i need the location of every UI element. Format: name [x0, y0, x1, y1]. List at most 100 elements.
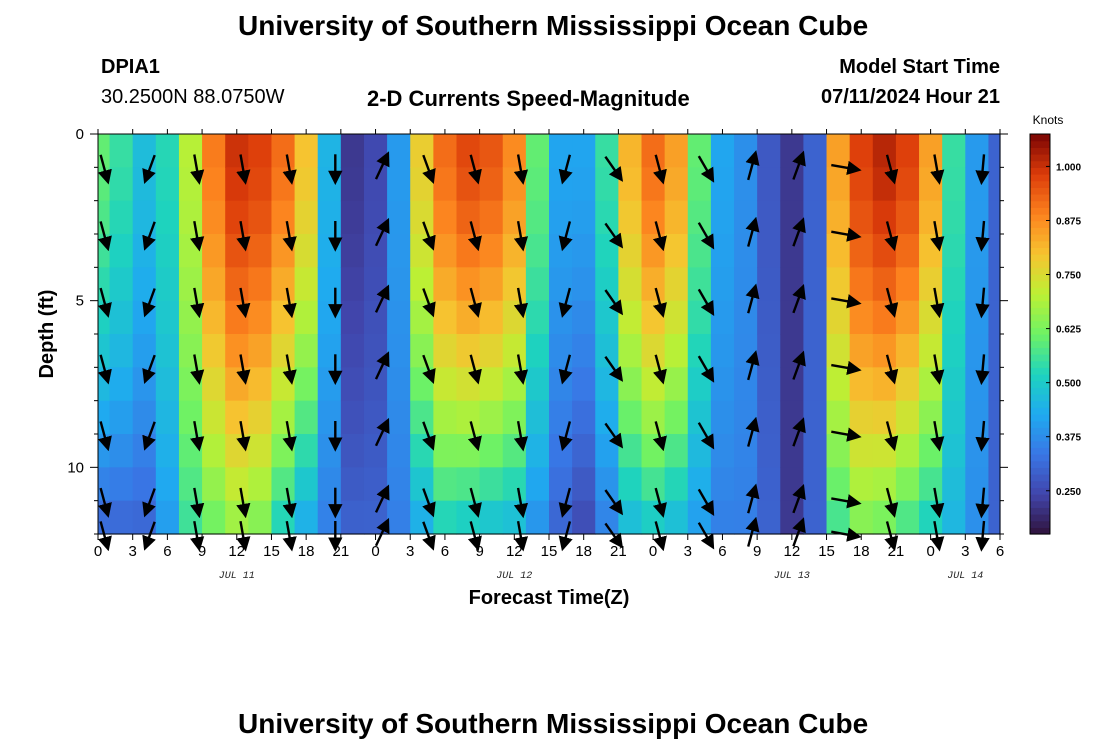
- heatmap-cell: [734, 434, 758, 468]
- heatmap-cell: [456, 400, 481, 435]
- current-vector: [792, 350, 806, 380]
- heatmap-cell: [225, 500, 249, 535]
- heatmap-cell: [502, 134, 527, 168]
- heatmap-cell: [803, 200, 828, 235]
- heatmap-cell: [178, 234, 203, 268]
- current-vector: [558, 221, 573, 252]
- heatmap-cell: [895, 167, 920, 202]
- heatmap-cell: [98, 267, 111, 302]
- heatmap-cell: [895, 467, 920, 502]
- heatmap-cell: [410, 334, 434, 368]
- heatmap-cell: [387, 500, 411, 535]
- heatmap-cell: [433, 334, 458, 368]
- heatmap-cell: [826, 134, 851, 168]
- colorbar-swatch: [1030, 407, 1050, 415]
- heatmap-cell: [919, 234, 943, 268]
- heatmap-cell: [387, 267, 411, 302]
- heatmap-cell: [387, 167, 411, 202]
- x-tick-label: 3: [961, 543, 969, 560]
- heatmap-cell: [965, 400, 990, 435]
- heatmap-cell: [710, 300, 735, 335]
- plot-title: 2-D Currents Speed-Magnitude: [367, 86, 690, 111]
- current-vector: [142, 354, 156, 385]
- heatmap-cell: [433, 234, 458, 268]
- heatmap-cell: [225, 234, 249, 268]
- heatmap-cell: [202, 500, 226, 535]
- heatmap-cell: [433, 367, 458, 402]
- colorbar-swatch: [1030, 167, 1050, 175]
- heatmap-cell: [109, 367, 134, 402]
- heatmap-cell: [433, 500, 458, 535]
- current-vector: [831, 427, 862, 442]
- heatmap-cell: [919, 134, 943, 168]
- heatmap-cell: [317, 300, 342, 335]
- heatmap-cell: [942, 200, 966, 235]
- heatmap-cell: [271, 134, 296, 168]
- heatmap-cell: [618, 200, 643, 235]
- heatmap-cell: [780, 167, 805, 202]
- heatmap-cell: [919, 500, 943, 535]
- heatmap-cell: [248, 500, 273, 535]
- current-vector: [282, 287, 297, 319]
- current-vector: [697, 288, 715, 317]
- heatmap-cell: [572, 134, 596, 168]
- x-tick-label: 15: [263, 543, 280, 560]
- heatmap-cell: [641, 300, 666, 335]
- heatmap-cell: [132, 400, 157, 435]
- heatmap-cell: [965, 434, 990, 468]
- heatmap-cell: [572, 500, 596, 535]
- current-vector: [745, 350, 760, 381]
- model-start-label: Model Start Time: [839, 56, 1000, 78]
- heatmap-cell: [641, 467, 666, 502]
- heatmap-cell: [202, 367, 226, 402]
- heatmap-cell: [479, 434, 504, 468]
- heatmap-cell: [202, 300, 226, 335]
- x-tick-label: 9: [198, 543, 206, 560]
- heatmap-cell: [710, 200, 735, 235]
- heatmap-cell: [178, 367, 203, 402]
- heatmap-cell: [919, 367, 943, 402]
- heatmap-cell: [340, 367, 365, 402]
- current-vector: [697, 155, 715, 183]
- colorbar-swatch: [1030, 414, 1050, 422]
- colorbar-frame: [1029, 133, 1051, 535]
- heatmap-cell: [895, 134, 920, 168]
- current-vector: [142, 421, 156, 451]
- current-vector: [652, 221, 667, 252]
- heatmap-cell: [595, 334, 619, 368]
- heatmap-cell: [271, 300, 296, 335]
- heatmap-cell: [433, 467, 458, 502]
- heatmap-cell: [502, 400, 527, 435]
- x-tick-label: 6: [996, 543, 1004, 560]
- heatmap-cell: [687, 134, 712, 168]
- heatmap-cell: [641, 367, 666, 402]
- heatmap-cell: [294, 167, 319, 202]
- heatmap-cell: [710, 134, 735, 168]
- current-vector: [831, 227, 862, 242]
- x-tick-label: 0: [926, 543, 934, 560]
- heatmap-cell: [271, 500, 296, 535]
- colorbar-swatch: [1030, 207, 1050, 215]
- heatmap-cell: [456, 300, 481, 335]
- heatmap-cell: [456, 367, 481, 402]
- colorbar-swatch: [1030, 347, 1050, 355]
- current-vector: [604, 289, 624, 316]
- heatmap-cell: [109, 267, 134, 302]
- heatmap-cell: [965, 267, 990, 302]
- heatmap-cell: [618, 267, 643, 302]
- heatmap-cell: [479, 234, 504, 268]
- current-vector: [884, 421, 899, 452]
- heatmap-cell: [734, 400, 758, 435]
- heatmap-cell: [98, 434, 111, 468]
- heatmap-cell: [826, 200, 851, 235]
- heatmap-cell: [687, 267, 712, 302]
- x-axis-title: Forecast Time(Z): [469, 587, 630, 609]
- heatmap-cell: [549, 300, 573, 335]
- current-vector: [513, 154, 529, 185]
- current-vector: [792, 483, 806, 514]
- heatmap-cell: [572, 167, 596, 202]
- speed-heatmap: [98, 134, 1001, 535]
- date-label: JUL 12: [496, 571, 532, 582]
- colorbar-swatch: [1030, 480, 1050, 488]
- current-vector: [558, 487, 573, 518]
